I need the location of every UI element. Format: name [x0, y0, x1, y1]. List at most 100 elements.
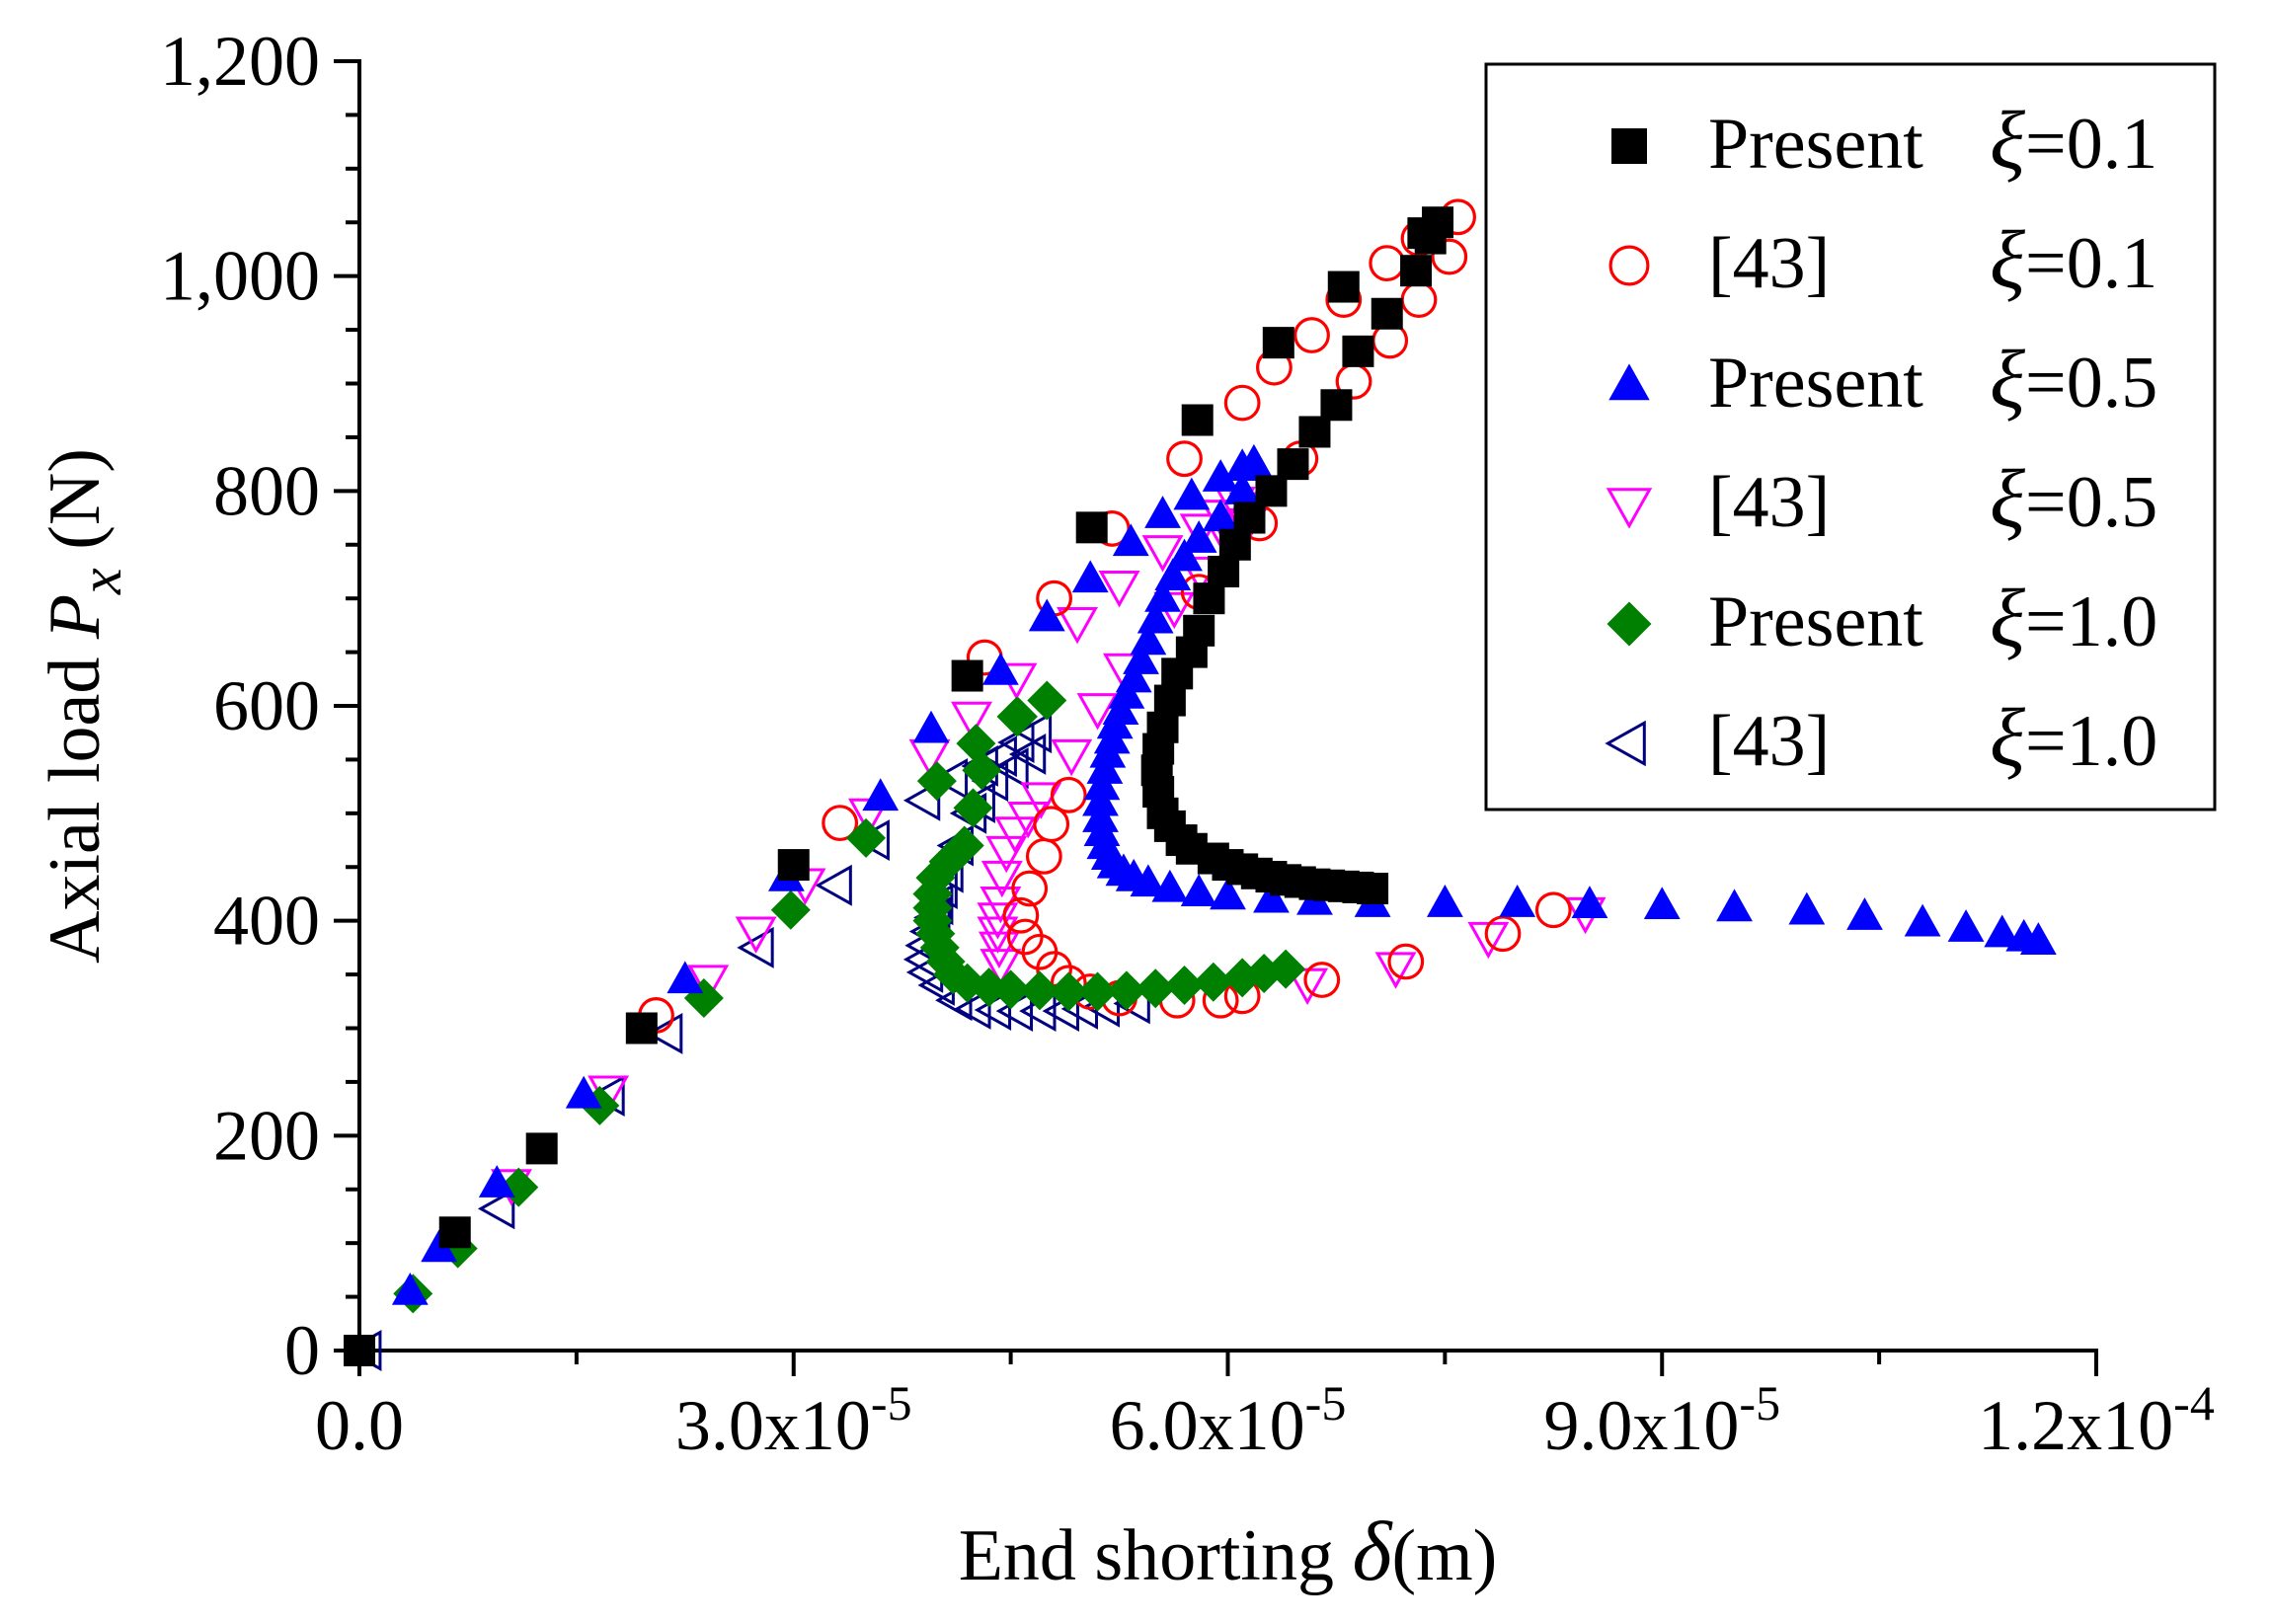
data-point [1106, 970, 1146, 1011]
xi-symbol: ξ [1990, 214, 2025, 306]
x-tick-exponent: -5 [1739, 1375, 1780, 1431]
data-point [1083, 767, 1121, 801]
legend-xi: ξ=0.1 [1990, 214, 2157, 306]
data-point [477, 1188, 515, 1230]
data-point [1049, 971, 1089, 1012]
data-point [666, 961, 704, 994]
data-point [997, 696, 1038, 736]
data-point [344, 1335, 375, 1366]
data-point [1161, 657, 1194, 690]
data-point [1643, 887, 1681, 920]
data-point [1011, 870, 1049, 907]
legend-xi: ξ=0.5 [1990, 453, 2157, 545]
data-point [1153, 684, 1186, 717]
data-point [1151, 869, 1189, 902]
legend-xi: ξ=1.0 [1990, 692, 2157, 784]
legend-xi-value: =0.1 [2025, 223, 2157, 304]
data-point [1426, 885, 1463, 917]
data-point [916, 761, 957, 802]
xi-symbol: ξ [1990, 95, 2025, 187]
data-point [525, 1132, 558, 1165]
data-markers [344, 198, 2057, 1371]
x-axis-symbol: δ [1352, 1504, 1393, 1598]
x-tick-mantissa: 6.0x10 [1110, 1386, 1305, 1465]
x-tick-label: 1.2x10-4 [1978, 1375, 2215, 1465]
data-point [645, 1012, 683, 1054]
data-point [862, 778, 900, 812]
data-point [1051, 738, 1093, 777]
data-point [1387, 943, 1425, 980]
data-point [1534, 891, 1572, 929]
data-point [977, 902, 1019, 940]
x-tick-label: 6.0x10-5 [1110, 1375, 1347, 1465]
data-point [1374, 952, 1417, 989]
y-tick-label: 0 [284, 1311, 320, 1390]
data-point [1193, 582, 1225, 615]
data-point [1096, 706, 1134, 739]
legend-label: Present [1708, 581, 1923, 662]
data-point [1025, 837, 1062, 875]
data-point [981, 652, 1019, 685]
data-point [1050, 776, 1087, 813]
series-3-triangle-down-open [490, 487, 1607, 1206]
data-point [770, 889, 811, 930]
legend-xi-value: =0.1 [2025, 104, 2157, 185]
data-point [1303, 962, 1341, 998]
data-point [1788, 891, 1826, 925]
data-point [565, 1075, 602, 1109]
legend-label: Present [1708, 104, 1923, 185]
data-point [2019, 922, 2057, 955]
data-point [1277, 448, 1309, 481]
data-point [1262, 327, 1294, 359]
data-point [1369, 245, 1406, 282]
data-point [1202, 499, 1239, 532]
data-point [1235, 443, 1273, 477]
data-point [846, 817, 887, 858]
data-point [962, 750, 1002, 791]
data-point [1210, 877, 1246, 910]
data-point [930, 758, 969, 800]
legend-marker [1611, 128, 1647, 164]
y-axis-unit: (N) [35, 448, 116, 568]
data-point [951, 701, 993, 739]
y-tick-label: 800 [213, 451, 320, 530]
data-point [735, 916, 777, 954]
xi-symbol: ξ [1990, 453, 2025, 545]
data-point [1846, 897, 1883, 930]
data-point [1071, 560, 1109, 593]
data-point [1255, 475, 1288, 507]
legend-xi: ξ=0.1 [1990, 95, 2157, 187]
data-point [1371, 297, 1403, 330]
legend-marker [1608, 363, 1650, 401]
x-tick-label: 9.0x10-5 [1543, 1375, 1780, 1465]
data-point [1019, 970, 1059, 1011]
x-tick-mantissa: 0.0 [315, 1386, 404, 1465]
data-point [1342, 335, 1374, 367]
data-point [912, 710, 950, 743]
data-point [1320, 389, 1353, 422]
y-tick-label: 1,200 [160, 22, 320, 101]
data-point [1136, 968, 1176, 1009]
data-point [1144, 496, 1181, 528]
data-point [1499, 885, 1536, 917]
data-point [1033, 806, 1070, 843]
x-tick-mantissa: 1.2x10 [1978, 1386, 2173, 1465]
data-point [1357, 873, 1389, 905]
x-axis-title: End shorting δ(m) [959, 1504, 1498, 1598]
data-point [1180, 874, 1217, 906]
legend-marker [1605, 720, 1646, 767]
legend-xi: ξ=1.0 [1990, 573, 2157, 664]
data-point [951, 659, 983, 692]
y-tick-label: 1,000 [160, 237, 320, 316]
x-axis-unit: (m) [1391, 1515, 1497, 1596]
xi-symbol: ξ [1990, 692, 2025, 784]
data-point [1414, 222, 1447, 255]
x-tick-label: 3.0x10-5 [675, 1375, 912, 1465]
data-point [980, 860, 1023, 898]
data-point [1057, 607, 1099, 645]
xi-symbol: ξ [1990, 334, 2025, 425]
x-tick-exponent: -5 [871, 1375, 912, 1431]
data-point [991, 747, 1029, 790]
